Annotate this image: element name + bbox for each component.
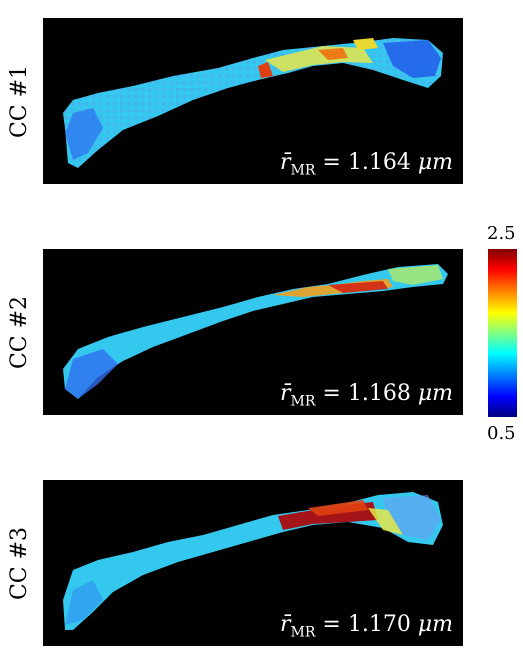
row-label-text: CC #2: [7, 295, 33, 369]
radius-unit: μm: [417, 149, 453, 175]
corpus-callosum-map-1: [63, 38, 443, 168]
colorbar-min-label: 0.5: [487, 423, 516, 444]
radius-unit: μm: [417, 611, 453, 637]
row-label-cc2: CC #2: [0, 249, 40, 415]
corpus-callosum-map-3: [63, 492, 443, 630]
radius-value: = 1.168: [322, 380, 411, 406]
cc-panel-2: r̄MR = 1.168 μm: [43, 249, 463, 415]
radius-subscript: MR: [290, 624, 316, 640]
radius-symbol: r̄: [279, 149, 291, 175]
corpus-callosum-map-2: [63, 264, 448, 399]
colorbar-max-label: 2.5: [487, 223, 516, 244]
row-label-cc3: CC #3: [0, 480, 40, 646]
mean-radius-annotation-1: r̄MR = 1.164 μm: [280, 150, 453, 178]
mean-radius-annotation-2: r̄MR = 1.168 μm: [280, 381, 453, 409]
row-label-cc1: CC #1: [0, 18, 40, 184]
radius-value: = 1.170: [322, 611, 411, 637]
radius-subscript: MR: [290, 162, 316, 178]
radius-symbol: r̄: [279, 380, 291, 406]
mean-radius-annotation-3: r̄MR = 1.170 μm: [280, 612, 453, 640]
cc-panel-1: r̄MR = 1.164 μm: [43, 18, 463, 184]
cc-panel-3: r̄MR = 1.170 μm: [43, 480, 463, 646]
radius-value: = 1.164: [322, 149, 411, 175]
radius-symbol: r̄: [279, 611, 291, 637]
row-label-text: CC #1: [7, 64, 33, 138]
radius-subscript: MR: [290, 393, 316, 409]
radius-unit: μm: [417, 380, 453, 406]
colorbar: [488, 249, 517, 417]
row-label-text: CC #3: [7, 526, 33, 600]
